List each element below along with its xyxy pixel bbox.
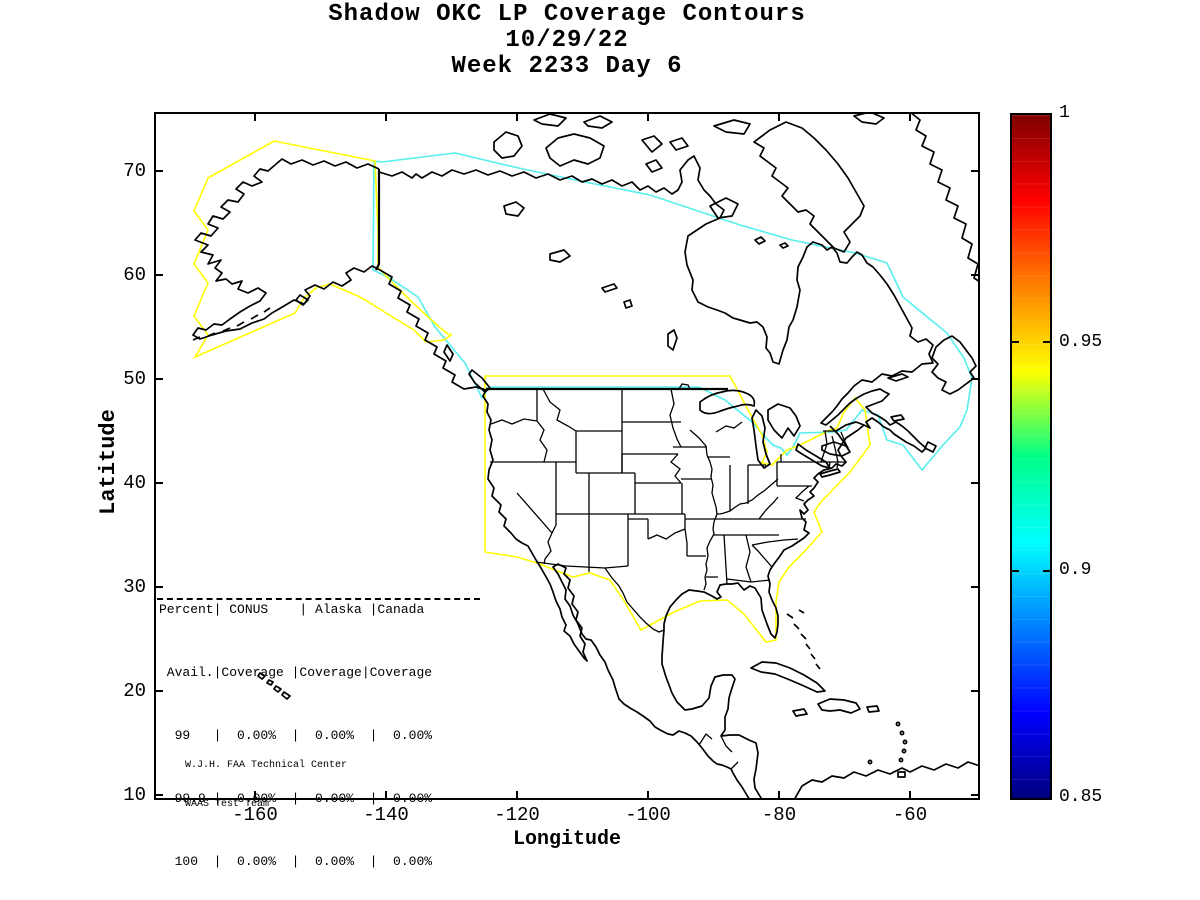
axis-ticks <box>154 112 980 800</box>
title-line-1: Shadow OKC LP Coverage Contours <box>328 1 806 28</box>
y-tick-label: 40 <box>123 472 146 494</box>
coverage-table-divider <box>157 598 480 600</box>
conus-alaska-boundary-contours <box>193 140 871 643</box>
x-tick-label: -160 <box>232 804 278 826</box>
colorbar <box>1010 113 1052 800</box>
north-america-map <box>154 112 980 800</box>
colorbar-tick <box>1043 570 1050 572</box>
x-tick-label: -120 <box>494 804 540 826</box>
great-lakes <box>699 389 851 469</box>
y-tick-label: 70 <box>123 160 146 182</box>
y-tick-label: 50 <box>123 368 146 390</box>
coverage-table-header-row: Avail.|Coverage |Coverage|Coverage <box>159 665 433 680</box>
coverage-table-data-row: 99.9 | 0.00% | 0.00% | 0.00% <box>159 791 433 806</box>
x-tick-label: -60 <box>892 804 928 826</box>
x-tick-label: -80 <box>761 804 797 826</box>
y-tick-label: 30 <box>123 576 146 598</box>
org-note-line-1: W.J.H. FAA Technical Center <box>185 760 348 771</box>
colorbar-tick <box>1012 570 1019 572</box>
hawaii-islands <box>257 672 291 700</box>
alaska-boundary-contour <box>193 140 453 359</box>
figure-title: Shadow OKC LP Coverage Contours 10/29/22… <box>154 2 980 80</box>
y-tick-label: 60 <box>123 264 146 286</box>
conus-boundary-contour <box>484 375 871 643</box>
coverage-table-data-row: 100 | 0.00% | 0.00% | 0.00% <box>159 854 433 869</box>
axis-frame <box>154 112 980 800</box>
coastline-paths <box>192 112 980 800</box>
colorbar-label: 1 <box>1059 103 1070 123</box>
greenland-coast <box>909 112 980 283</box>
state-border-paths <box>490 383 850 633</box>
colorbar-tick <box>1043 341 1050 343</box>
y-tick-label: 20 <box>123 680 146 702</box>
map-plot-area <box>154 112 980 800</box>
coverage-table: Percent| CONUS | Alaska |Canada Avail.|C… <box>159 557 432 893</box>
x-axis-label: Longitude <box>512 828 622 851</box>
alaska-canada-border <box>375 169 381 271</box>
y-axis-label: Latitude <box>96 409 121 515</box>
y-tick-label: 10 <box>123 784 146 806</box>
colorbar-tick <box>1012 341 1019 343</box>
colorbar-label: 0.95 <box>1059 332 1103 352</box>
title-line-3: Week 2233 Day 6 <box>451 53 683 80</box>
org-note-line-2: WAAS Test Team <box>185 799 270 810</box>
coverage-table-header-row: Percent| CONUS | Alaska |Canada <box>159 602 425 617</box>
caribbean-islands <box>750 609 908 778</box>
x-tick-label: -100 <box>625 804 671 826</box>
colorbar-label: 0.85 <box>1059 787 1103 807</box>
title-line-2: 10/29/22 <box>505 27 629 54</box>
coverage-table-data-row: 99 | 0.00% | 0.00% | 0.00% <box>159 728 433 743</box>
org-note: W.J.H. FAA Technical Center WAAS Test Te… <box>185 733 347 824</box>
x-tick-label: -140 <box>363 804 409 826</box>
colorbar-label: 0.9 <box>1059 560 1092 580</box>
